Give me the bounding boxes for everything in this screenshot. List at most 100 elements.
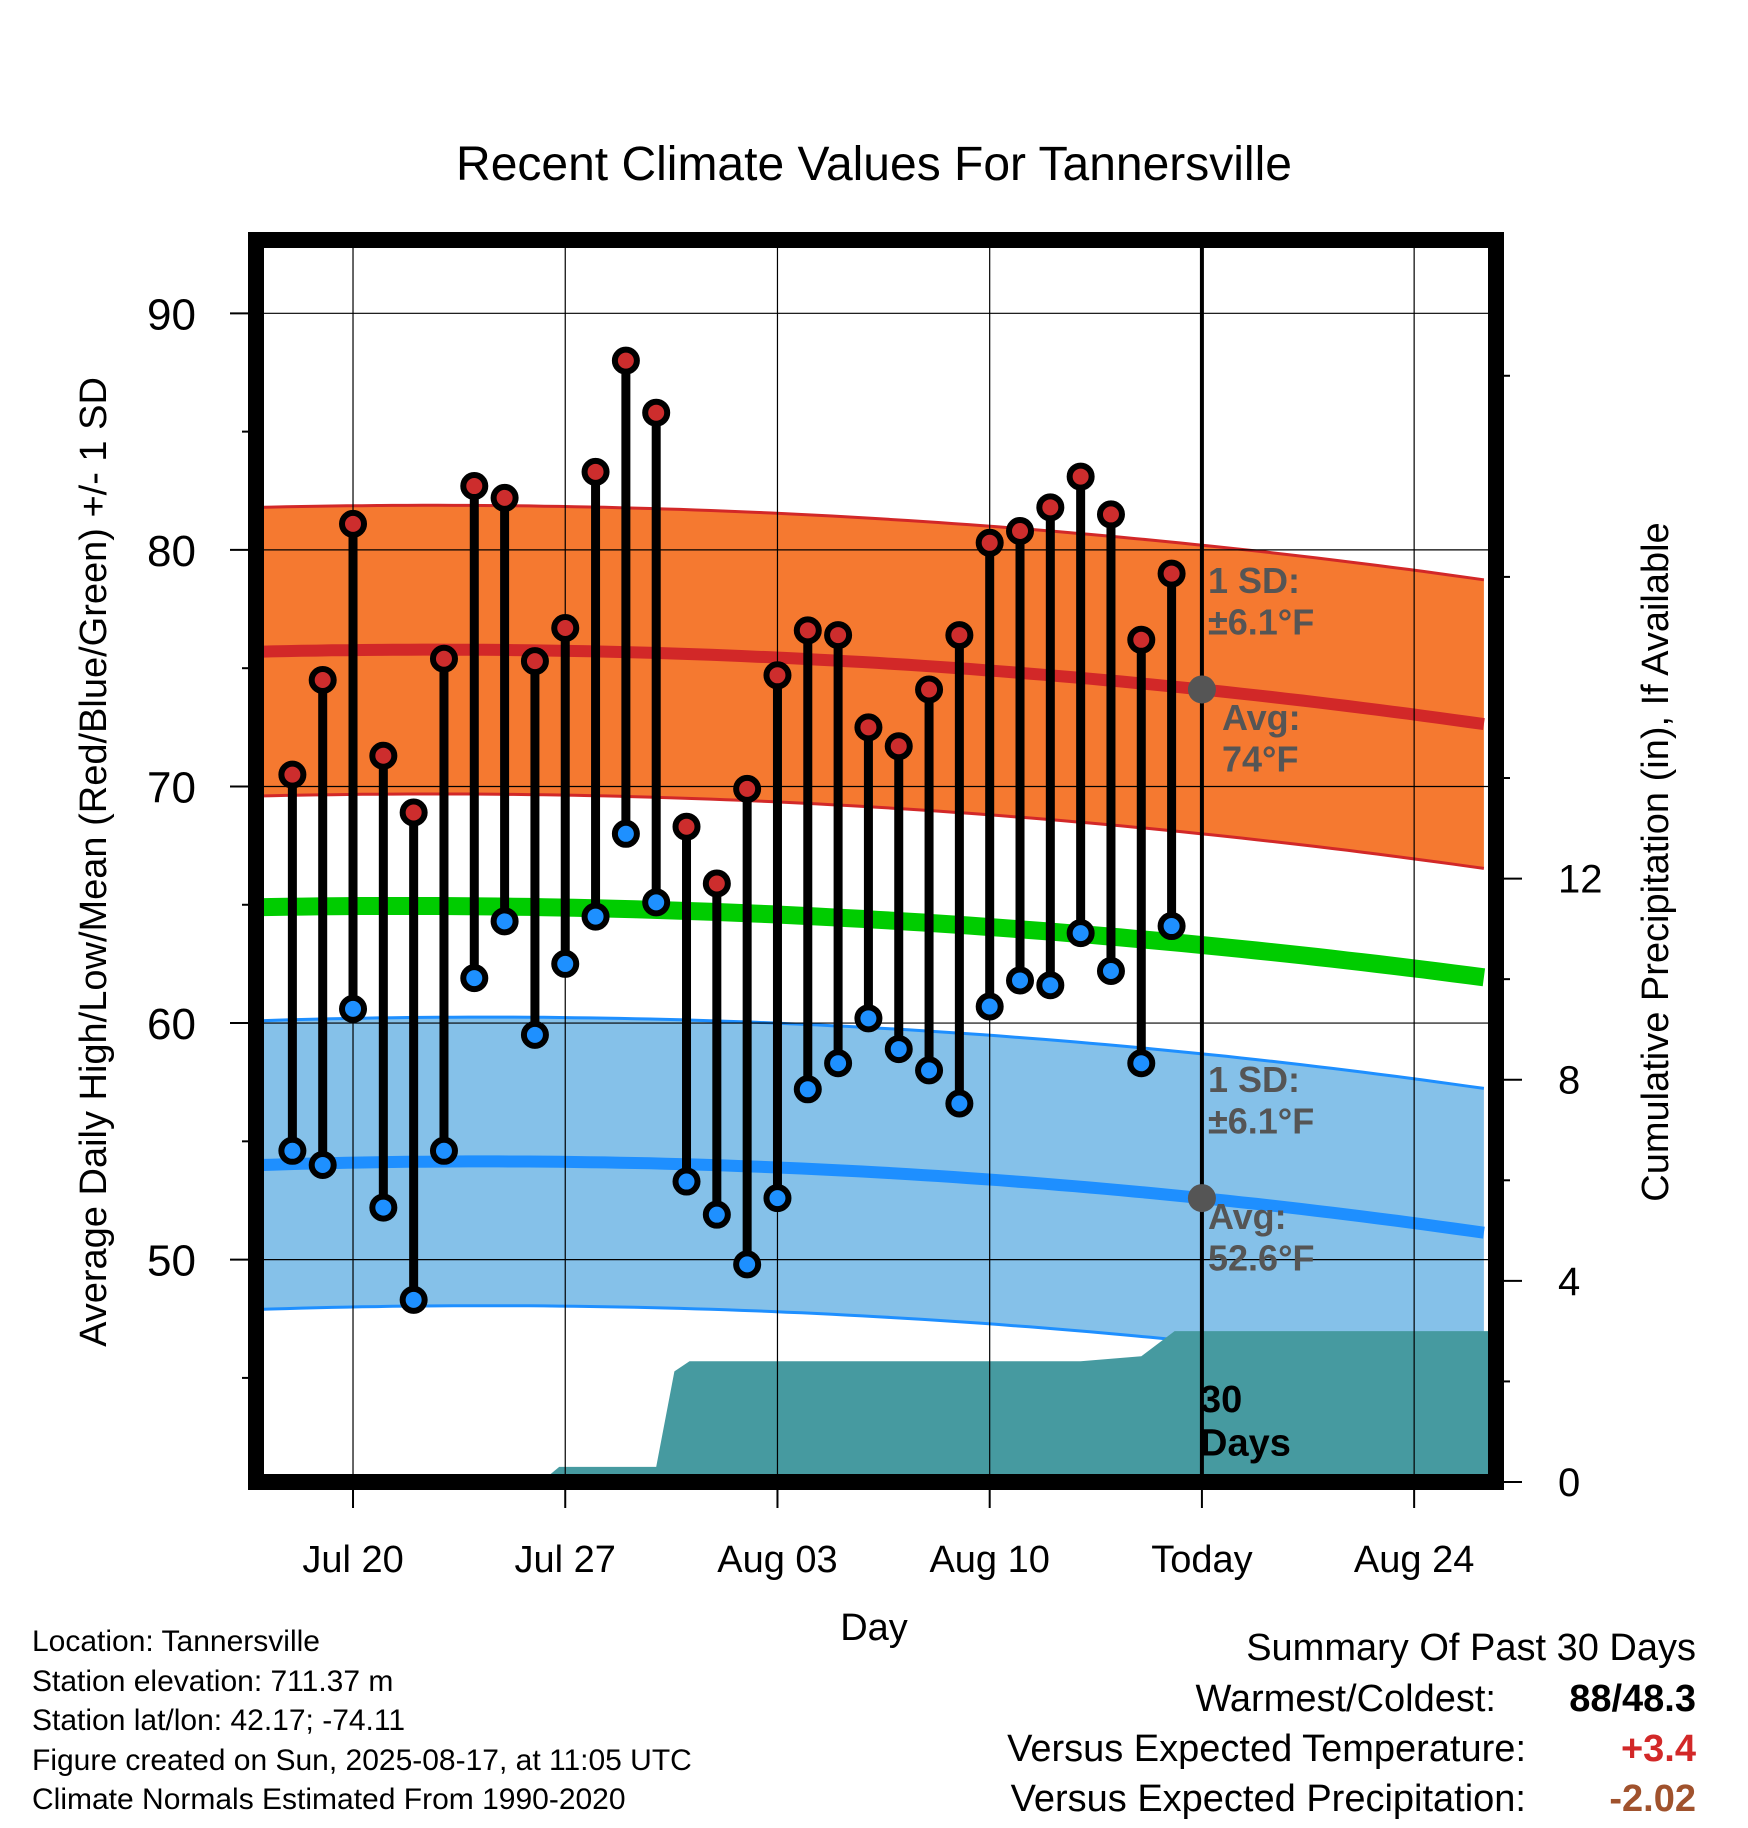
low-sd-annotation-line: ±6.1°F — [1208, 1100, 1314, 1141]
x-axis-label: Day — [840, 1607, 908, 1649]
summary-precipitation: Versus Expected Precipitation: -2.02 — [796, 1774, 1696, 1824]
daily-low-point — [399, 1285, 428, 1314]
plot-border — [248, 232, 1504, 1490]
y-right-tick-label: 4 — [1558, 1260, 1580, 1304]
summary-title: Summary Of Past 30 Days — [1246, 1627, 1696, 1669]
summary-temperature: Versus Expected Temperature: +3.4 — [796, 1724, 1696, 1774]
daily-high-point — [945, 621, 974, 650]
daily-high-point — [581, 457, 610, 486]
daily-low-point — [824, 1049, 853, 1078]
daily-low-point — [975, 992, 1004, 1021]
x-tick-label: Aug 24 — [1354, 1539, 1474, 1581]
y-left-tick-label: 90 — [147, 290, 196, 339]
coldest-value: 48.3 — [1622, 1678, 1696, 1720]
daily-low-point — [672, 1167, 701, 1196]
daily-low-point — [915, 1056, 944, 1085]
low-avg-annotation-line: Avg: — [1208, 1196, 1287, 1237]
daily-low-point — [611, 819, 640, 848]
daily-low-point — [369, 1193, 398, 1222]
daily-high-point — [793, 616, 822, 645]
daily-high-point — [1006, 516, 1035, 545]
daily-high-point — [339, 509, 368, 538]
daily-high-point — [429, 644, 458, 673]
daily-low-point — [339, 994, 368, 1023]
daily-high-point — [733, 774, 762, 803]
precip-value: -2.02 — [1609, 1778, 1696, 1820]
warmest-value: 88 — [1569, 1678, 1612, 1720]
days-annotation-line: 30 — [1200, 1379, 1242, 1421]
y-left-tick-label: 60 — [147, 1000, 196, 1049]
daily-high-point — [611, 346, 640, 375]
daily-high-point — [1096, 500, 1125, 529]
daily-high-point — [399, 798, 428, 827]
x-tick-label: Aug 10 — [929, 1539, 1049, 1581]
y-left-tick-label: 70 — [147, 763, 196, 812]
daily-low-point — [642, 888, 671, 917]
axes: Jul 20 Jul 27 Aug 03 Aug 10 Today Aug 24 50 60 7… — [147, 290, 1602, 1581]
daily-low-point — [520, 1020, 549, 1049]
daily-low-point — [854, 1004, 883, 1033]
high-sd-upper-line — [264, 503, 1485, 582]
warmest-coldest-label: Warmest/Coldest: — [1195, 1678, 1496, 1720]
y-left-tick-label: 80 — [147, 527, 196, 576]
normals-text: Climate Normals Estimated From 1990-2020 — [32, 1783, 626, 1816]
precip-label: Versus Expected Precipitation: — [1010, 1778, 1526, 1820]
low-sd-band — [264, 1017, 1484, 1377]
daily-low-point — [945, 1089, 974, 1118]
daily-low-point — [551, 949, 580, 978]
daily-high-point — [308, 666, 337, 695]
temp-label: Versus Expected Temperature: — [1007, 1728, 1526, 1770]
daily-high-point — [520, 647, 549, 676]
y-right-tick-label: 12 — [1558, 858, 1603, 902]
y-axis-left-label: Average Daily High/Low/Mean (Red/Blue/Gr… — [73, 377, 115, 1347]
daily-high-point — [854, 713, 883, 742]
daily-low-point — [763, 1184, 792, 1213]
daily-high-point — [672, 812, 701, 841]
daily-low-point — [1127, 1049, 1156, 1078]
daily-low-point — [460, 964, 489, 993]
x-tick-label: Jul 27 — [515, 1539, 616, 1581]
summary-panel: Summary Of Past 30 Days Warmest/Coldest:… — [796, 1622, 1696, 1824]
daily-high-point — [490, 483, 519, 512]
days-annotation-line: Days — [1200, 1423, 1291, 1465]
daily-high-point — [975, 528, 1004, 557]
y-axis-right-label: Cumulative Precipitation (in), If Availa… — [1635, 522, 1677, 1201]
x-tick-label: Aug 03 — [717, 1539, 837, 1581]
daily-low-point — [884, 1035, 913, 1064]
chart-title: Recent Climate Values For Tannersville — [456, 138, 1292, 191]
daily-high-point — [642, 398, 671, 427]
x-tick-label: Jul 20 — [302, 1539, 403, 1581]
station-info: Location: Tannersville Station elevation… — [32, 1622, 692, 1820]
low-avg-annotation: Avg: 52.6°F — [1208, 1196, 1314, 1278]
low-avg-annotation-line: 52.6°F — [1208, 1237, 1314, 1278]
precipitation-area — [550, 1331, 1488, 1474]
daily-high-point — [278, 760, 307, 789]
high-sd-annotation-line: ±6.1°F — [1208, 601, 1314, 642]
today-high-avg-dot — [1187, 675, 1216, 704]
created-text: Figure created on Sun, 2025-08-17, at 11… — [32, 1743, 692, 1777]
daily-low-point — [1006, 966, 1035, 995]
daily-high-point — [1157, 559, 1186, 588]
daily-low-point — [1096, 957, 1125, 986]
daily-low-point — [733, 1250, 762, 1279]
daily-high-point — [1127, 625, 1156, 654]
daily-high-point — [824, 621, 853, 650]
daily-high-point — [915, 675, 944, 704]
daily-low-point — [1157, 912, 1186, 941]
temp-value: +3.4 — [1620, 1728, 1696, 1770]
location-text: Location: Tannersville — [32, 1625, 320, 1658]
today-low-avg-dot — [1187, 1184, 1216, 1213]
high-avg-annotation: Avg: 74°F — [1222, 697, 1301, 779]
daily-low-point — [429, 1136, 458, 1165]
high-avg-annotation-line: 74°F — [1222, 738, 1298, 779]
daily-low-point — [702, 1200, 731, 1229]
y-left-tick-label: 50 — [147, 1237, 196, 1286]
daily-high-point — [1036, 493, 1065, 522]
daily-low-point — [490, 907, 519, 936]
daily-high-point — [884, 732, 913, 761]
daily-low-point — [581, 902, 610, 931]
warmest-coldest-value: 88/48.3 — [1569, 1678, 1696, 1720]
daily-low-point — [1036, 971, 1065, 1000]
low-sd-annotation-line: 1 SD: — [1208, 1059, 1300, 1100]
